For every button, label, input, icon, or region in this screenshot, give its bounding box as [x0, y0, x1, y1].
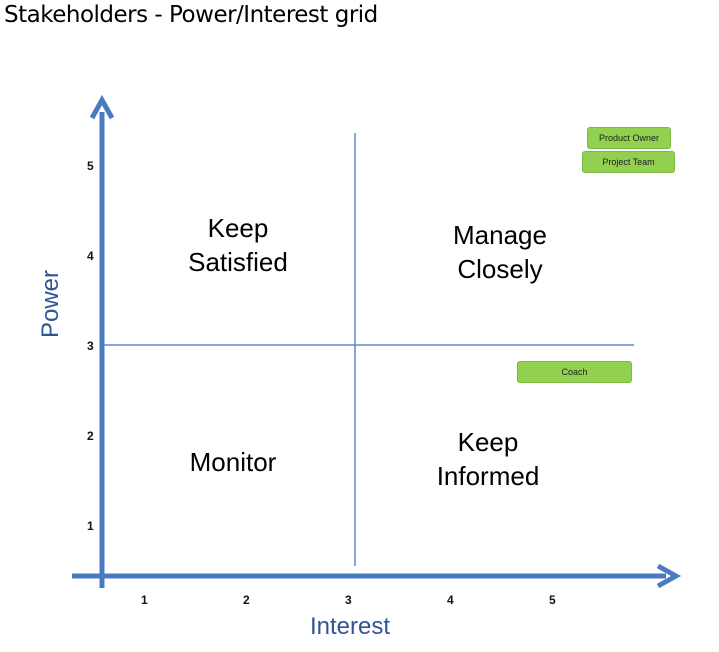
x-tick-2: 2 [243, 593, 250, 607]
page-title: Stakeholders - Power/Interest grid [4, 2, 378, 28]
x-tick-4: 4 [447, 593, 454, 607]
x-axis-label: Interest [310, 613, 391, 640]
x-tick-3: 3 [345, 593, 352, 607]
y-tick-4: 4 [87, 249, 94, 263]
y-tick-3: 3 [87, 339, 94, 353]
y-tick-1: 1 [87, 519, 94, 533]
interest-axis-arrowhead [656, 563, 682, 589]
quadrant-monitor: Monitor [189, 447, 277, 477]
stakeholder-product-owner[interactable]: Product Owner [587, 127, 671, 149]
quadrant-keep-informed: Keep Informed [436, 427, 540, 491]
stakeholder-project-team[interactable]: Project Team [582, 151, 675, 173]
quadrant-keep-satisfied: Keep Satisfied [188, 213, 288, 277]
power-axis-arrowhead [89, 94, 115, 120]
y-tick-5: 5 [87, 159, 94, 173]
quadrant-manage-closely: Manage Closely [453, 220, 547, 284]
y-tick-2: 2 [87, 429, 94, 443]
stakeholder-coach[interactable]: Coach [517, 361, 632, 383]
x-tick-5: 5 [549, 593, 556, 607]
x-tick-1: 1 [141, 593, 148, 607]
y-axis-label: Power [37, 269, 64, 339]
